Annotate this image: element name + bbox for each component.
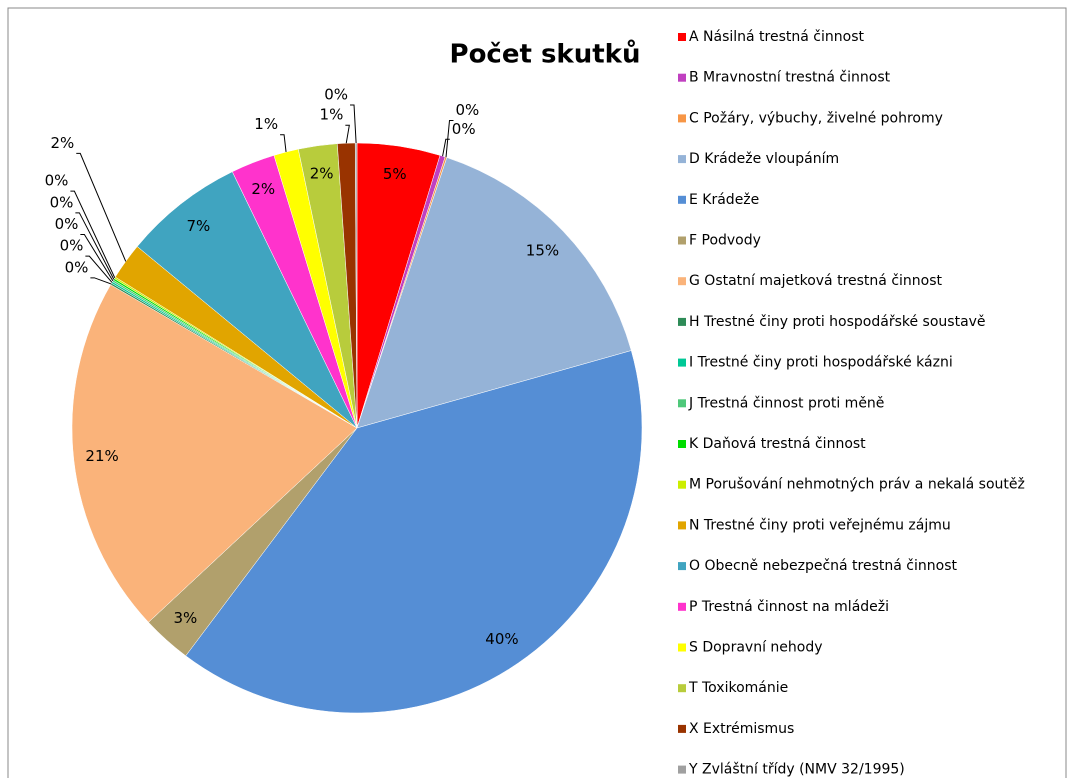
data-label: 0% xyxy=(324,86,348,104)
pie-slice xyxy=(356,157,632,429)
legend-swatch xyxy=(678,236,686,245)
data-label: 15% xyxy=(526,241,559,259)
legend-label: I Trestné činy proti hospodářské kázni xyxy=(689,355,953,371)
data-label: 2% xyxy=(251,180,275,198)
leader-line xyxy=(350,104,357,144)
data-label: 2% xyxy=(50,134,74,152)
legend-swatch xyxy=(678,317,686,326)
data-label: 0% xyxy=(65,258,89,276)
legend-swatch xyxy=(678,114,686,123)
data-label: 0% xyxy=(60,237,84,255)
legend-label: A Násilná trestná činnost xyxy=(689,29,864,45)
data-label: 3% xyxy=(174,609,198,627)
leader-line xyxy=(75,212,115,280)
pie-slice xyxy=(136,171,358,429)
leader-line xyxy=(80,233,114,282)
legend-swatch xyxy=(678,155,686,164)
legend-label: P Trestná činnost na mládeži xyxy=(689,599,889,615)
legend-swatch xyxy=(678,358,686,367)
leader-line xyxy=(280,134,287,153)
legend-label: J Trestná činnost proti měně xyxy=(688,395,884,411)
data-label: 0% xyxy=(50,193,74,211)
data-label: 1% xyxy=(320,106,344,124)
legend-swatch xyxy=(678,73,686,82)
data-label: 7% xyxy=(186,217,210,235)
pie-slice xyxy=(185,350,643,714)
legend-swatch xyxy=(678,480,686,489)
legend-label: E Krádeže xyxy=(689,192,759,208)
legend-label: H Trestné činy proti hospodářské soustav… xyxy=(689,314,986,330)
pie-slice xyxy=(354,142,358,429)
data-label: 5% xyxy=(383,165,407,183)
data-label: 0% xyxy=(452,120,476,138)
legend-swatch xyxy=(678,724,686,733)
legend-swatch xyxy=(678,684,686,693)
legend-label: S Dopravní nehody xyxy=(689,640,823,656)
legend-label: M Porušování nehmotných práv a nekalá so… xyxy=(689,477,1025,493)
legend-label: D Krádeže vloupáním xyxy=(689,151,839,167)
legend-label: X Extrémismus xyxy=(689,721,794,737)
data-label: 0% xyxy=(55,215,79,233)
leader-line xyxy=(70,190,116,279)
data-label: 21% xyxy=(85,447,118,465)
leader-line xyxy=(345,124,350,144)
leader-line xyxy=(85,255,113,283)
legend-swatch xyxy=(678,562,686,571)
legend-label: C Požáry, výbuchy, živelné pohromy xyxy=(689,110,943,126)
legend-label: B Mravnostní trestná činnost xyxy=(689,70,891,86)
leader-line xyxy=(76,152,127,262)
legend-label: O Obecně nebezpečná trestná činnost xyxy=(689,558,957,574)
legend-label: F Podvody xyxy=(689,233,761,249)
data-label: 0% xyxy=(456,101,480,119)
pie-slice xyxy=(71,284,358,623)
legend-label: K Daňová trestná činnost xyxy=(689,436,866,452)
data-label: 0% xyxy=(45,172,69,190)
chart-frame xyxy=(7,7,1067,778)
legend-swatch xyxy=(678,643,686,652)
legend-swatch xyxy=(678,440,686,448)
legend-label: N Trestné činy proti veřejnému zájmu xyxy=(689,517,951,533)
data-label: 1% xyxy=(254,115,278,133)
legend-swatch xyxy=(678,277,686,286)
chart-title: Počet skutků xyxy=(450,39,641,70)
leader-line xyxy=(90,277,112,285)
data-label: 2% xyxy=(310,164,334,182)
leader-line xyxy=(442,138,450,157)
legend-swatch xyxy=(678,602,686,611)
legend-label: Y Zvláštní třídy (NMV 32/1995) xyxy=(688,762,905,778)
legend-swatch xyxy=(678,521,686,530)
legend-label: G Ostatní majetková trestná činnost xyxy=(689,273,943,289)
legend-swatch xyxy=(678,765,686,774)
legend-swatch xyxy=(678,399,686,408)
legend-swatch xyxy=(678,33,686,41)
leader-line xyxy=(445,119,454,158)
legend-swatch xyxy=(678,195,686,204)
data-label: 40% xyxy=(485,630,518,648)
legend-label: T Toxikománie xyxy=(688,680,788,696)
